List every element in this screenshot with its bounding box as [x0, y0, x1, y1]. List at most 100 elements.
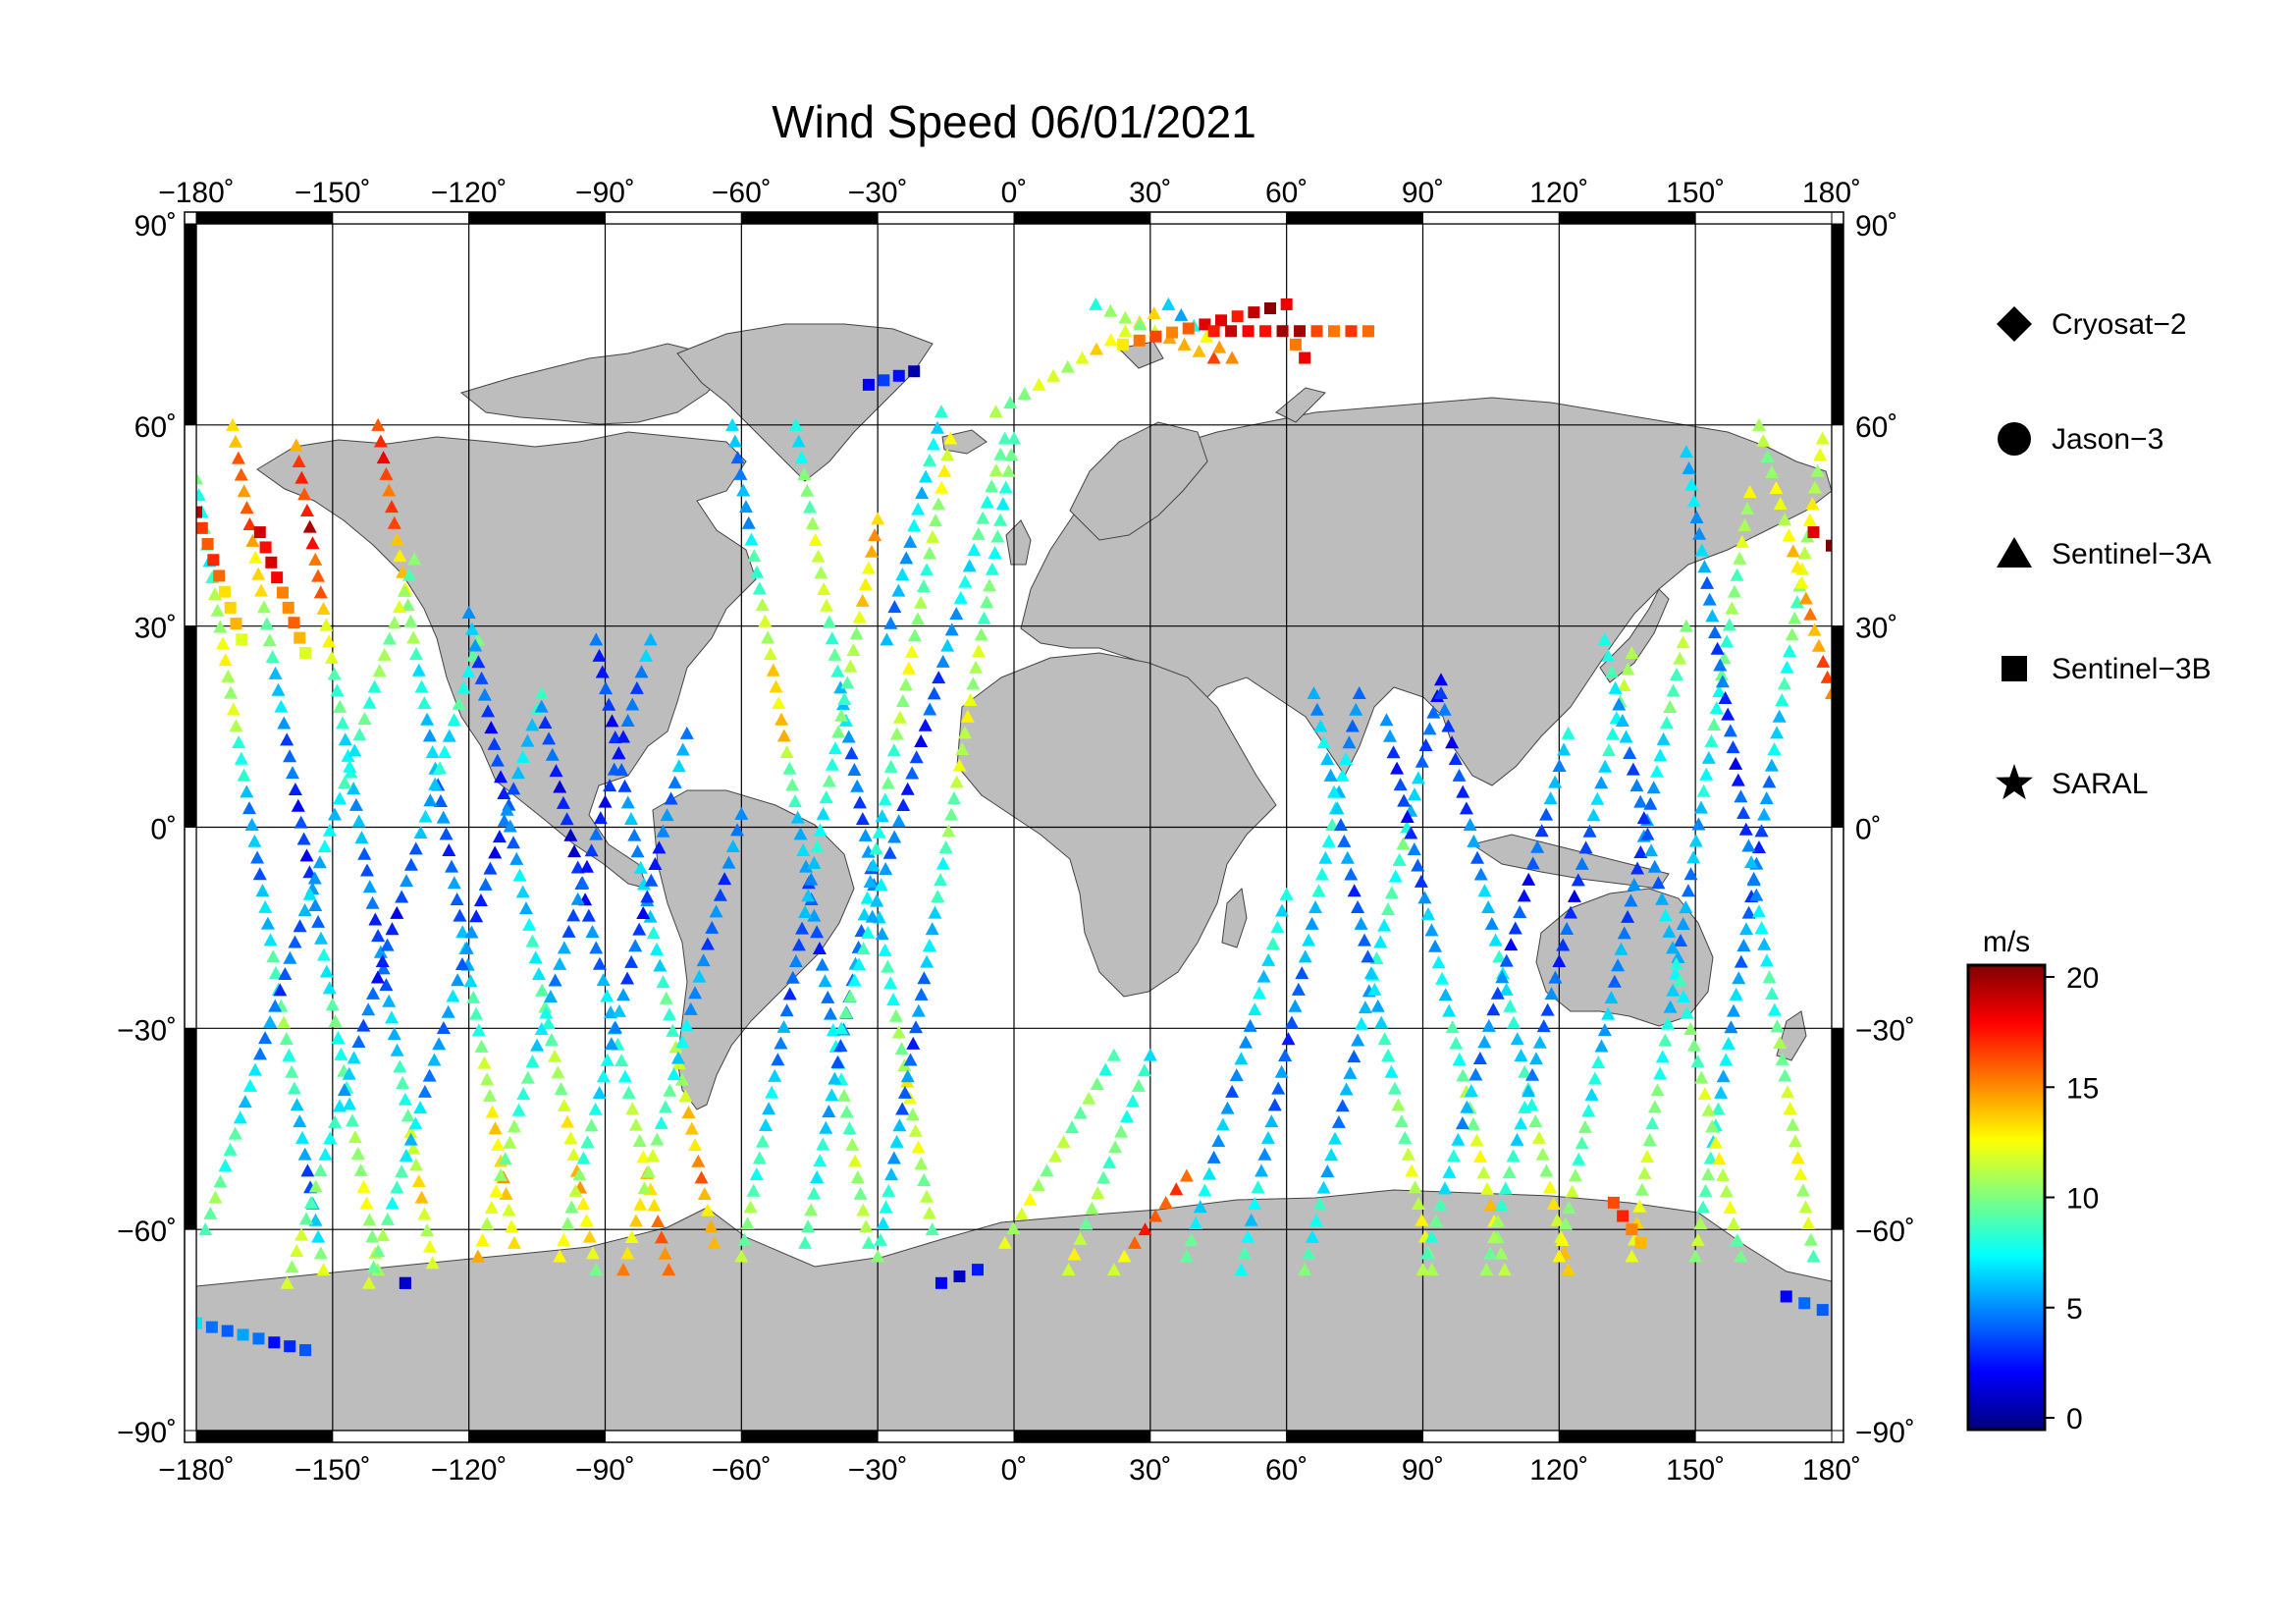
sentinel-3a-point	[1825, 685, 1832, 699]
sentinel-3a-point	[365, 1229, 380, 1243]
sentinel-3a-point	[282, 1048, 296, 1061]
sentinel-3a-point	[1327, 784, 1342, 798]
sentinel-3a-point	[755, 598, 770, 612]
sentinel-3a-point	[953, 590, 968, 604]
sentinel-3a-point	[362, 880, 377, 893]
sentinel-3a-point	[1316, 735, 1331, 749]
sentinel-3a-point	[1751, 904, 1766, 918]
sentinel-3a-point	[1386, 745, 1401, 759]
sentinel-3a-point	[1497, 1263, 1512, 1276]
sentinel-3a-point	[1540, 1002, 1555, 1016]
sentinel-3a-point	[1487, 1230, 1502, 1244]
sentinel-3a-point	[1437, 702, 1452, 716]
sentinel-3a-point	[589, 632, 604, 646]
sentinel-3a-point	[602, 697, 616, 711]
sentinel-3a-point	[1773, 497, 1788, 511]
sentinel-3a-point	[1522, 1084, 1536, 1098]
sentinel-3a-point	[875, 809, 889, 823]
sentinel-3a-point	[853, 795, 868, 809]
sentinel-3a-point	[1807, 622, 1822, 636]
sentinel-3a-point	[390, 905, 404, 919]
sentinel-3a-point	[878, 943, 892, 956]
sentinel-3a-point	[1394, 1114, 1409, 1128]
sentinel-3a-point	[1347, 1050, 1362, 1063]
sentinel-3a-point	[345, 1113, 359, 1127]
sentinel-3a-point	[1096, 1170, 1111, 1184]
sentinel-3a-point	[1727, 1217, 1741, 1230]
sentinel-3a-point	[1694, 1070, 1709, 1084]
sentinel-3a-point	[1284, 1015, 1299, 1029]
sentinel-3a-point	[1298, 1263, 1312, 1276]
sentinel-3a-point	[1466, 1116, 1480, 1130]
sentinel-3a-point	[561, 1217, 575, 1230]
sentinel-3a-point	[1726, 740, 1740, 754]
colorbar-tick-label: 10	[2066, 1183, 2099, 1216]
sentinel-3a-point	[360, 863, 375, 877]
sentinel-3a-point	[592, 648, 607, 662]
sentinel-3a-point	[1476, 1165, 1491, 1179]
sentinel-3a-point	[312, 855, 327, 869]
sentinel-3a-point	[946, 791, 961, 805]
frame-segment-top	[332, 211, 470, 225]
sentinel-3a-point	[382, 994, 397, 1007]
sentinel-3a-point	[456, 680, 471, 694]
sentinel-3a-point	[398, 1092, 412, 1106]
sentinel-3a-point	[891, 583, 906, 597]
sentinel-3a-point	[1370, 999, 1385, 1012]
sentinel-3a-point	[624, 1229, 639, 1243]
sentinel-3a-point	[1418, 738, 1433, 752]
sentinel-3a-point	[917, 971, 932, 985]
sentinel-3a-point	[353, 1163, 368, 1176]
sentinel-3a-point	[889, 1134, 904, 1148]
sentinel-3a-point	[1137, 1063, 1151, 1077]
sentinel-3a-point	[400, 598, 415, 612]
sentinel-3a-point	[274, 699, 289, 713]
sentinel-3a-point	[278, 967, 293, 981]
lon-tick-label-top: −120˚	[431, 177, 507, 209]
sentinel-3a-point	[701, 1203, 716, 1217]
legend-diamond-icon	[1997, 306, 2032, 342]
sentinel-3a-point	[1689, 511, 1704, 524]
sentinel-3a-point	[376, 1228, 391, 1242]
sentinel-3a-point	[900, 782, 915, 795]
sentinel-3a-point	[1561, 726, 1575, 739]
sentinel-3a-point	[931, 889, 945, 902]
sentinel-3a-point	[646, 926, 661, 940]
sentinel-3a-point	[988, 546, 1002, 560]
sentinel-3b-point	[1215, 314, 1228, 327]
frame-segment-top	[1149, 211, 1288, 225]
sentinel-3a-point	[1118, 310, 1133, 324]
sentinel-3a-point	[1488, 933, 1503, 947]
sentinel-3a-point	[663, 1083, 677, 1097]
sentinel-3a-point	[302, 887, 317, 900]
colorbar-tick-label: 20	[2066, 962, 2099, 995]
sentinel-3a-point	[328, 807, 343, 821]
sentinel-3a-point	[314, 931, 329, 945]
sentinel-3a-point	[1234, 1263, 1249, 1276]
sentinel-3a-point	[445, 859, 459, 873]
sentinel-3a-point	[268, 666, 283, 679]
sentinel-3a-point	[1788, 611, 1802, 624]
sentinel-3a-point	[556, 795, 570, 809]
sentinel-3a-point	[1650, 1083, 1665, 1097]
sentinel-3a-point	[428, 777, 443, 790]
sentinel-3b-point	[1289, 338, 1302, 351]
sentinel-3a-point	[705, 920, 720, 934]
sentinel-3a-point	[985, 562, 999, 575]
sentinel-3a-point	[880, 632, 894, 646]
sentinel-3a-point	[1428, 939, 1443, 952]
sentinel-3a-point	[1688, 834, 1703, 847]
sentinel-3a-point	[520, 733, 535, 747]
sentinel-3a-point	[535, 983, 550, 997]
sentinel-3a-point	[268, 966, 283, 980]
sentinel-3a-point	[1789, 595, 1804, 609]
sentinel-3a-point	[1691, 817, 1706, 831]
sentinel-3a-point	[646, 1149, 661, 1163]
sentinel-3a-point	[1552, 759, 1567, 773]
sentinel-3a-point	[1660, 1016, 1675, 1030]
sentinel-3a-point	[1206, 351, 1221, 364]
sentinel-3b-point	[299, 1344, 312, 1357]
sentinel-3b-point	[1276, 325, 1289, 338]
sentinel-3a-point	[1651, 876, 1666, 890]
sentinel-3a-point	[291, 798, 305, 812]
